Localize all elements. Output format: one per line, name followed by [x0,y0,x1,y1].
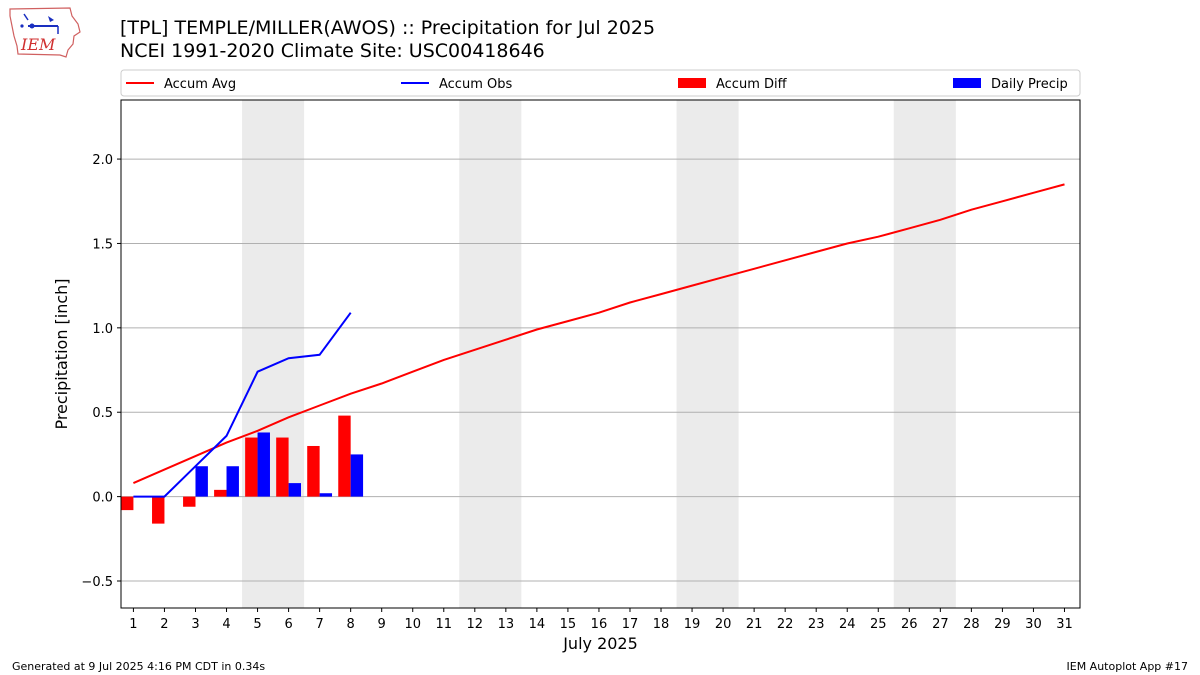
x-tick-label: 22 [777,617,794,632]
generated-note: Generated at 9 Jul 2025 4:16 PM CDT in 0… [12,660,266,673]
accum-diff-bar [121,496,134,511]
accum-diff-bar [307,445,320,497]
x-axis-label: July 2025 [562,634,638,653]
x-tick-label: 5 [253,617,261,632]
weekend-band [676,100,739,608]
x-tick-label: 16 [591,617,608,632]
x-tick-label: 4 [222,617,230,632]
accum-diff-bar [245,437,258,497]
legend-label: Daily Precip [991,77,1068,92]
x-tick-label: 14 [529,617,546,632]
y-tick-label: 1.5 [92,237,113,252]
x-tick-label: 27 [932,617,949,632]
x-tick-label: 25 [870,617,887,632]
daily-precip-bar [288,483,302,497]
x-tick-label: 3 [191,617,199,632]
chart-title: [TPL] TEMPLE/MILLER(AWOS) :: Precipitati… [120,17,656,39]
plot-frame [120,99,1081,609]
x-tick-label: 6 [284,617,292,632]
x-tick-label: 28 [963,617,980,632]
x-tick-label: 7 [315,617,323,632]
weekend-band [242,100,305,608]
x-tick-label: 8 [347,617,355,632]
y-tick-label: 2.0 [92,153,113,168]
iem-logo: IEM [8,6,82,64]
x-tick-label: 26 [901,617,918,632]
x-tick-label: 9 [378,617,386,632]
accum-diff-bar [214,489,227,497]
accum-diff-bar [183,496,196,507]
y-tick-label: 0.5 [92,406,113,421]
x-tick-label: 17 [622,617,639,632]
y-tick-label: −0.5 [81,575,113,590]
daily-precip-bar [226,466,239,497]
legend-bar-swatch [678,78,706,88]
legend-label: Accum Avg [164,77,236,92]
chart-subtitle: NCEI 1991-2020 Climate Site: USC00418646 [120,40,545,62]
legend-label: Accum Obs [439,77,512,92]
x-tick-label: 12 [467,617,484,632]
x-tick-label: 13 [498,617,515,632]
x-tick-label: 20 [715,617,732,632]
accum-diff-bar [276,437,289,497]
app-note: IEM Autoplot App #17 [1066,660,1189,673]
x-tick-label: 21 [746,617,763,632]
x-tick-label: 2 [160,617,168,632]
logo-text: IEM [20,35,56,54]
x-tick-label: 19 [684,617,701,632]
daily-precip-bar [195,466,208,497]
weekend-band [893,100,956,608]
x-tick-label: 30 [1025,617,1042,632]
y-tick-label: 1.0 [92,322,113,337]
daily-precip-bar [350,454,364,497]
x-tick-label: 10 [404,617,421,632]
legend-bar-swatch [953,78,981,88]
x-tick-label: 18 [653,617,670,632]
x-tick-label: 1 [129,617,137,632]
x-tick-label: 24 [839,617,856,632]
x-tick-label: 15 [560,617,577,632]
weekend-band [459,100,522,608]
x-tick-label: 29 [994,617,1011,632]
y-axis-label: Precipitation [inch] [52,278,71,429]
y-tick-label: 0.0 [92,491,113,506]
accum-avg-line [133,183,1065,485]
x-tick-label: 31 [1056,617,1073,632]
x-tick-label: 11 [435,617,452,632]
accum-diff-bar [338,415,351,497]
legend-label: Accum Diff [716,77,788,92]
legend-box [120,69,1081,97]
accum-diff-bar [152,496,165,524]
daily-precip-bar [257,432,270,497]
accum-obs-line [133,312,352,498]
x-tick-label: 23 [808,617,825,632]
daily-precip-bar [319,493,333,497]
